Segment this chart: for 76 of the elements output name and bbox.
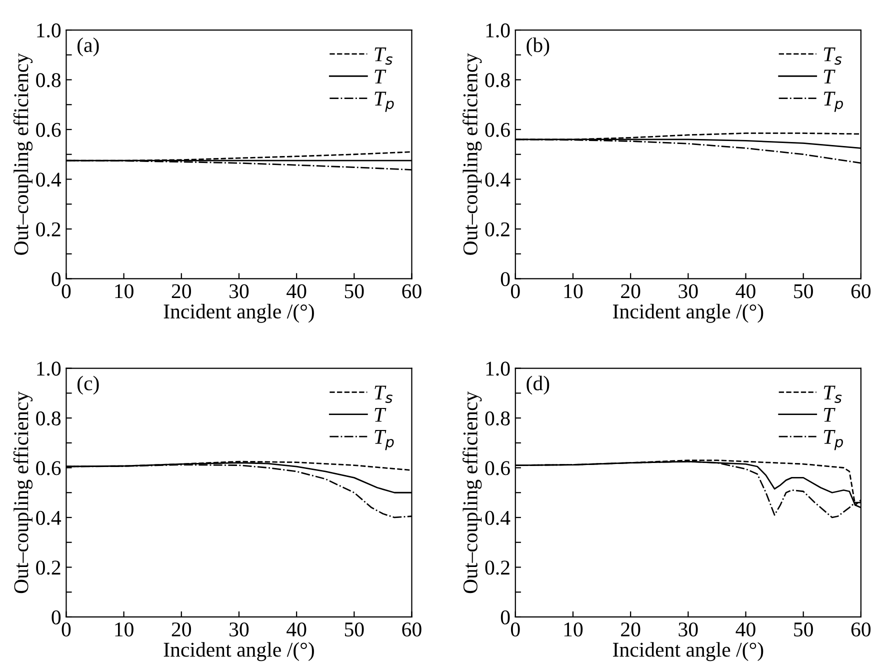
y-tick-label: 0.4 <box>485 510 510 526</box>
annotation: (a) <box>78 37 99 56</box>
x-axis-title: Incident angle /(°) <box>164 642 314 662</box>
x-tick-label: 10 <box>115 622 134 636</box>
x-tick-label: 40 <box>286 284 306 298</box>
x-tick-label: 10 <box>115 284 134 298</box>
y-tick-label: 1.0 <box>37 23 61 38</box>
x-axis-title: Incident angle /(°) <box>164 304 314 323</box>
y-tick-label: 0.8 <box>485 73 510 88</box>
x-tick-label: 60 <box>402 284 422 298</box>
y-tick-label: 0.8 <box>36 73 61 88</box>
y-tick-label: 0.4 <box>36 510 62 526</box>
x-tick-label: 0 <box>510 622 520 636</box>
legend-label: T <box>824 408 836 422</box>
y-tick-label: 0.6 <box>36 122 61 138</box>
y-axis-title: Out–coupling efficiency <box>13 53 33 255</box>
x-tick-label: 0 <box>510 284 520 298</box>
legend-label: T$_{p}$ <box>374 92 394 112</box>
y-tick-label: 0.8 <box>485 411 510 426</box>
x-tick-label: 20 <box>621 284 640 298</box>
y-tick-label: 1.0 <box>37 362 61 376</box>
y-axis-title: Out–coupling efficiency <box>462 53 482 255</box>
legend-label: T$_{s}$ <box>374 48 392 65</box>
x-tick-label: 50 <box>794 622 813 636</box>
legend-label: T$_{s}$ <box>374 386 392 404</box>
x-tick-label: 10 <box>564 622 583 636</box>
y-tick-label: 0.6 <box>36 461 61 476</box>
x-tick-label: 50 <box>344 622 364 636</box>
y-axis-title: Out–coupling efficiency <box>13 391 33 594</box>
y-tick-label: 0.4 <box>485 172 510 187</box>
y-tick-label: 0 <box>52 610 61 624</box>
x-tick-label: 20 <box>172 284 192 298</box>
legend-label: T$_{s}$ <box>824 386 842 404</box>
legend-label: T$_{p}$ <box>824 92 843 112</box>
y-tick-label: 0.2 <box>36 222 60 237</box>
x-tick-label: 50 <box>344 284 364 298</box>
y-tick-label: 0.2 <box>36 560 60 575</box>
x-axis-title: Incident angle /(°) <box>613 642 764 662</box>
y-tick-label: 0.4 <box>36 172 62 187</box>
x-tick-label: 60 <box>851 284 871 298</box>
y-tick-label: 0.8 <box>36 411 61 426</box>
annotation: (d) <box>526 376 550 395</box>
y-tick-label: 0 <box>500 272 510 286</box>
annotation: (c) <box>78 376 99 395</box>
x-tick-label: 0 <box>62 622 71 636</box>
x-tick-label: 40 <box>736 622 756 636</box>
x-tick-label: 60 <box>851 622 871 636</box>
legend-label: T <box>374 70 386 84</box>
x-tick-label: 20 <box>621 622 640 636</box>
y-tick-label: 0.6 <box>485 461 510 476</box>
x-tick-label: 60 <box>402 622 422 636</box>
x-tick-label: 30 <box>678 284 698 298</box>
legend-label: T$_{p}$ <box>824 430 843 450</box>
y-tick-label: 0.6 <box>485 122 510 138</box>
legend-label: T <box>374 408 386 422</box>
legend-label: T$_{s}$ <box>824 48 842 65</box>
x-axis-title: Incident angle /(°) <box>613 304 764 323</box>
legend-label: T$_{p}$ <box>374 430 394 450</box>
y-axis-title: Out–coupling efficiency <box>462 391 482 594</box>
legend-label: T <box>824 70 836 84</box>
x-tick-label: 30 <box>230 284 249 298</box>
x-tick-label: 0 <box>62 284 71 298</box>
annotation: (b) <box>526 37 550 56</box>
x-tick-label: 30 <box>678 622 698 636</box>
x-tick-label: 40 <box>286 622 306 636</box>
y-tick-label: 0 <box>500 610 510 624</box>
x-tick-label: 50 <box>794 284 813 298</box>
x-tick-label: 10 <box>564 284 583 298</box>
y-tick-label: 0.2 <box>485 222 510 237</box>
x-tick-label: 40 <box>736 284 756 298</box>
y-tick-label: 1.0 <box>486 23 510 38</box>
x-tick-label: 30 <box>230 622 249 636</box>
x-tick-label: 20 <box>172 622 192 636</box>
y-tick-label: 1.0 <box>486 362 510 376</box>
y-tick-label: 0 <box>52 272 61 286</box>
y-tick-label: 0.2 <box>485 560 510 575</box>
